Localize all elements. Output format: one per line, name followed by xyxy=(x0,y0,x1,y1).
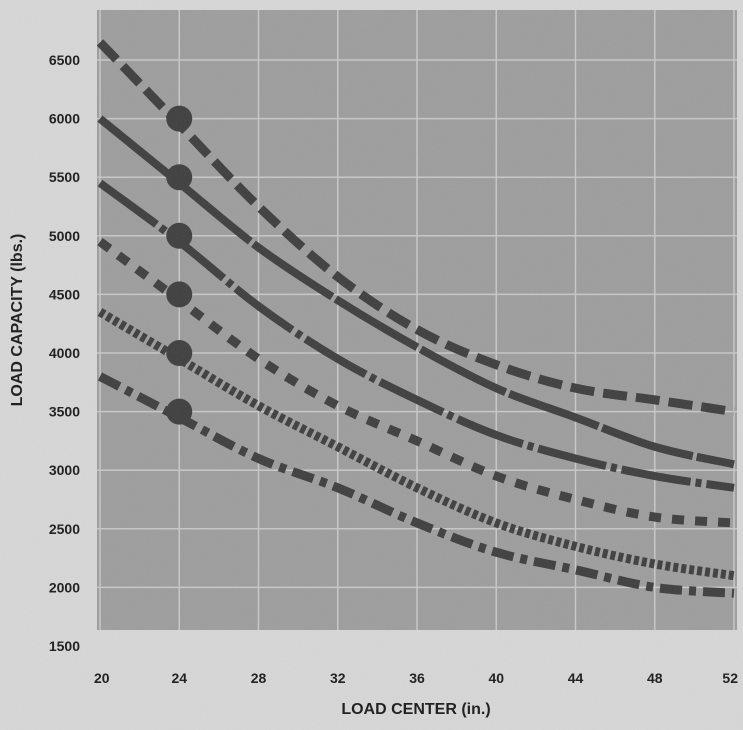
marker-point-5 xyxy=(166,340,193,366)
y-tick-label: 6500 xyxy=(49,52,80,68)
x-tick-label: 28 xyxy=(251,670,267,686)
marker-point-3 xyxy=(166,222,193,249)
y-tick-label: 4500 xyxy=(49,286,80,302)
x-tick-label: 48 xyxy=(647,670,663,686)
y-tick-label: 6000 xyxy=(49,111,80,127)
x-tick-label: 52 xyxy=(722,670,738,686)
marker-point-2 xyxy=(166,164,193,191)
y-tick-labels: 1500 2000 2500 3000 3500 4000 4500 5000 5500 6000… xyxy=(49,52,80,654)
y-tick-label: 4000 xyxy=(49,345,80,361)
x-tick-label: 40 xyxy=(488,670,504,686)
x-tick-label: 44 xyxy=(568,670,584,686)
y-tick-label: 5000 xyxy=(49,228,80,244)
marker-point-1 xyxy=(166,105,193,132)
y-tick-label: 1500 xyxy=(49,638,80,654)
y-axis-title: LOAD CAPACITY (lbs.) xyxy=(9,234,26,407)
x-tick-label: 36 xyxy=(409,670,425,686)
y-tick-label: 2500 xyxy=(49,521,80,537)
marker-point-6 xyxy=(166,398,193,425)
x-tick-labels: 20 24 28 32 36 40 44 48 52 xyxy=(94,670,738,686)
x-axis-title: LOAD CENTER (in.) xyxy=(341,701,490,718)
x-tick-label: 24 xyxy=(171,670,187,686)
x-tick-label: 20 xyxy=(94,670,110,686)
marker-point-4 xyxy=(166,281,193,308)
y-tick-label: 5500 xyxy=(49,169,80,185)
y-tick-label: 2000 xyxy=(49,579,80,595)
x-tick-label: 32 xyxy=(330,670,346,686)
y-tick-label: 3000 xyxy=(49,462,80,478)
y-tick-label: 3500 xyxy=(49,404,80,420)
